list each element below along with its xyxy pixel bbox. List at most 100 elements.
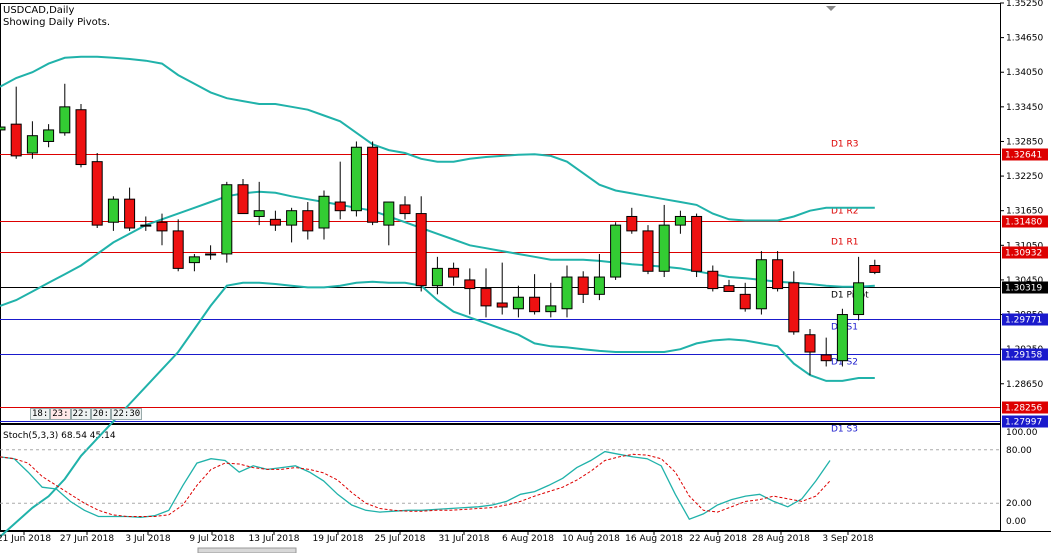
candle-body — [480, 288, 492, 307]
candle-body — [561, 276, 573, 310]
price-label-text: 1.29158 — [1005, 351, 1042, 361]
candle-body — [221, 184, 233, 255]
candle-body — [237, 184, 249, 215]
candle-body — [26, 135, 38, 154]
price-label-box — [1002, 148, 1048, 161]
time-tick-label: 27 Jun 2018 — [60, 534, 114, 544]
stoch-tick-label: 0.00 — [1006, 517, 1026, 527]
candle-body — [383, 201, 395, 226]
price-label-text: 1.30319 — [1005, 284, 1042, 294]
price-tick-label: 1.32250 — [1006, 172, 1043, 182]
candle-body — [869, 265, 881, 273]
price-label-box — [1002, 281, 1048, 294]
price-label-box — [1002, 215, 1048, 228]
candle-body — [431, 267, 443, 287]
candle-body — [674, 215, 686, 226]
candle-body — [448, 267, 460, 278]
pivot-level-label: D1 R2 — [831, 207, 859, 217]
session-tab[interactable]: 22: — [70, 408, 91, 420]
stoch-signal-line — [0, 453, 831, 517]
price-label-text: 1.32641 — [1005, 151, 1042, 161]
candle-body — [75, 109, 87, 166]
candle-body — [107, 198, 119, 223]
stoch-main-line — [0, 450, 831, 521]
candle-body — [610, 224, 622, 278]
price-label-box — [1002, 246, 1048, 259]
candle-body — [529, 296, 541, 313]
candle-body — [286, 210, 298, 226]
time-tick-label: 3 Sep 2018 — [822, 534, 874, 544]
candle-body — [0, 126, 6, 131]
scroll-marker-icon — [826, 6, 836, 11]
candle-body — [43, 129, 55, 142]
time-tick-label: 21 Jun 2018 — [0, 534, 51, 544]
price-pane-frame — [0, 3, 1001, 424]
price-label-box — [1002, 415, 1048, 428]
candle-body — [593, 276, 605, 295]
candle-body — [772, 259, 784, 290]
stoch-pane-frame — [0, 424, 1001, 531]
candle-body — [820, 354, 832, 362]
price-tick-label: 1.35250 — [1006, 0, 1043, 9]
candle-body — [496, 302, 508, 308]
candle-body — [691, 215, 703, 272]
price-label-text: 1.30932 — [1005, 249, 1042, 259]
pivot-level-label: D1 R3 — [831, 140, 859, 150]
candle-body — [205, 253, 217, 256]
time-tick-label: 10 Aug 2018 — [562, 534, 620, 544]
time-tick-label: 13 Jul 2018 — [249, 534, 300, 544]
candle-body — [642, 230, 654, 272]
candle-body — [464, 279, 476, 290]
candle-body — [334, 201, 346, 212]
time-tick-label: 6 Aug 2018 — [502, 534, 554, 544]
candle-body — [156, 221, 168, 232]
time-tick-label: 9 Jul 2018 — [189, 534, 234, 544]
price-label-text: 1.31480 — [1005, 218, 1042, 228]
candle-body — [140, 224, 152, 227]
time-tick-label: 22 Aug 2018 — [689, 534, 747, 544]
session-tab[interactable]: 20: — [90, 408, 112, 420]
price-tick-label: 1.34650 — [1006, 34, 1043, 44]
price-label-text: 1.28256 — [1005, 404, 1042, 414]
stoch-tick-label: 80.00 — [1006, 446, 1032, 456]
candle-body — [755, 259, 767, 310]
candle-body — [512, 296, 524, 310]
price-tick-label: 1.34050 — [1006, 68, 1043, 78]
price-tick-label: 1.30450 — [1006, 276, 1043, 286]
candle-body — [415, 213, 427, 287]
candle-body — [59, 106, 71, 134]
price-tick-label: 1.31050 — [1006, 241, 1043, 251]
pivot-level-label: D1 Pivot — [831, 291, 869, 301]
pivot-level-label: D1 S2 — [831, 358, 858, 368]
stoch-tick-label: 20.00 — [1006, 499, 1032, 509]
pivot-level-label: D1 S3 — [831, 425, 858, 435]
candle-body — [707, 270, 719, 290]
time-tick-label: 16 Aug 2018 — [625, 534, 683, 544]
price-label-box — [1002, 401, 1048, 414]
stoch-tick-label: 100.00 — [1006, 428, 1038, 438]
price-tick-label: 1.28650 — [1006, 380, 1043, 390]
candle-body — [739, 293, 751, 310]
candle-body — [302, 210, 314, 232]
price-label-text: 1.29771 — [1005, 316, 1042, 326]
candle-body — [723, 285, 735, 292]
chart-title: USDCAD,Daily — [3, 5, 75, 16]
price-label-text: 1.27997 — [1005, 418, 1042, 428]
price-label-box — [1002, 348, 1048, 361]
price-tick-label: 1.33450 — [1006, 103, 1043, 113]
pivot-level-label: D1 R1 — [831, 238, 859, 248]
candle-body — [367, 146, 379, 223]
time-tick-label: 25 Jul 2018 — [375, 534, 426, 544]
candle-body — [91, 161, 103, 226]
candle-body — [188, 256, 200, 264]
candle-body — [853, 282, 865, 316]
candle-body — [350, 146, 362, 212]
candle-body — [545, 305, 557, 313]
session-tab[interactable]: 22:30 — [111, 408, 143, 420]
time-tick-label: 3 Jul 2018 — [125, 534, 170, 544]
session-tabs: 18: 23: 22: 20: 22:30 — [30, 408, 143, 420]
session-tab[interactable]: 23: — [50, 408, 71, 420]
candle-body — [172, 230, 184, 269]
session-tab[interactable]: 18: — [30, 408, 51, 420]
